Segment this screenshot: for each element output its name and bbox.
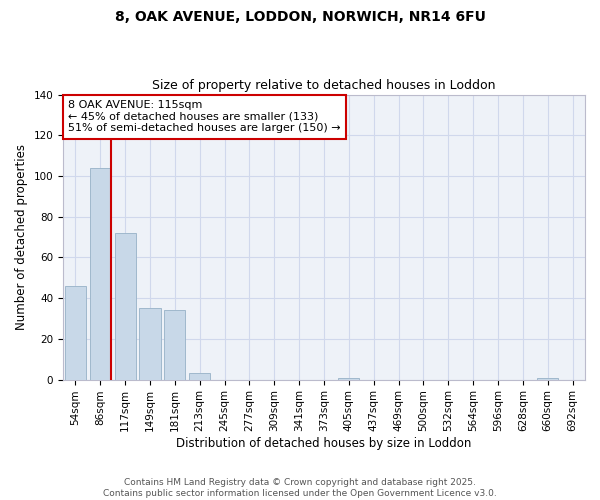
Y-axis label: Number of detached properties: Number of detached properties xyxy=(15,144,28,330)
Text: 8 OAK AVENUE: 115sqm
← 45% of detached houses are smaller (133)
51% of semi-deta: 8 OAK AVENUE: 115sqm ← 45% of detached h… xyxy=(68,100,341,134)
Bar xyxy=(90,168,111,380)
Bar xyxy=(139,308,161,380)
Bar xyxy=(189,374,210,380)
Title: Size of property relative to detached houses in Loddon: Size of property relative to detached ho… xyxy=(152,79,496,92)
Text: Contains HM Land Registry data © Crown copyright and database right 2025.
Contai: Contains HM Land Registry data © Crown c… xyxy=(103,478,497,498)
Bar xyxy=(537,378,558,380)
Bar xyxy=(338,378,359,380)
Text: 8, OAK AVENUE, LODDON, NORWICH, NR14 6FU: 8, OAK AVENUE, LODDON, NORWICH, NR14 6FU xyxy=(115,10,485,24)
Bar xyxy=(115,233,136,380)
Bar xyxy=(65,286,86,380)
Bar xyxy=(164,310,185,380)
X-axis label: Distribution of detached houses by size in Loddon: Distribution of detached houses by size … xyxy=(176,437,472,450)
